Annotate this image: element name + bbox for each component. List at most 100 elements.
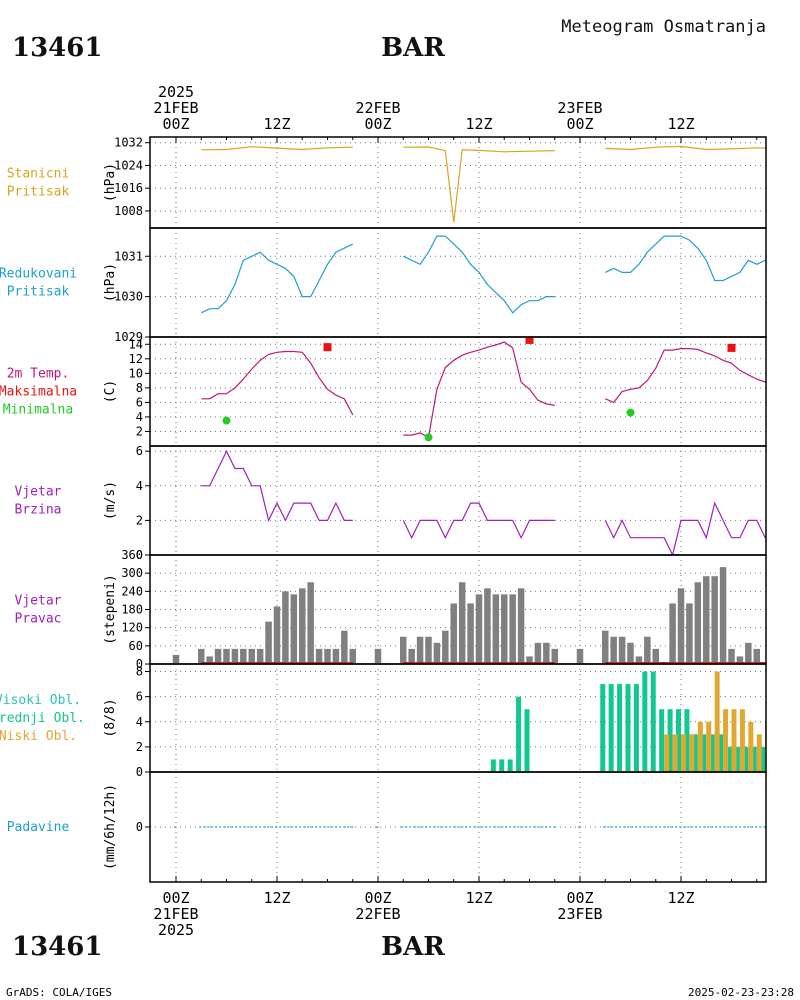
y-tick-label: 0 bbox=[136, 765, 143, 779]
direction-bar bbox=[576, 648, 584, 663]
panel-label-line: Pritisak bbox=[7, 185, 70, 200]
direction-bar bbox=[618, 636, 626, 663]
y-tick-label: 1032 bbox=[114, 136, 143, 150]
direction-bar bbox=[282, 591, 289, 663]
panel-unit-label: (8/8) bbox=[103, 698, 118, 737]
cloud-bar bbox=[516, 696, 522, 772]
direction-bar bbox=[290, 594, 298, 663]
direction-bar bbox=[416, 636, 424, 663]
cloud-bar bbox=[756, 734, 762, 772]
time-tick-label: 12Z bbox=[465, 115, 492, 133]
series-line bbox=[201, 449, 353, 523]
panel-unit-label: (hPa) bbox=[103, 163, 118, 202]
y-tick-label: 1024 bbox=[114, 158, 143, 172]
direction-bar bbox=[324, 648, 331, 663]
y-tick-label: 1016 bbox=[114, 181, 143, 195]
y-tick-label: 1031 bbox=[114, 249, 143, 263]
station-name-bottom: BAR bbox=[381, 932, 445, 962]
direction-bar bbox=[172, 654, 180, 663]
series-line bbox=[403, 146, 555, 223]
time-tick-label: 12Z bbox=[465, 889, 492, 907]
direction-bar bbox=[206, 656, 213, 663]
direction-bar bbox=[652, 648, 659, 663]
panel-label-line: Stanicni bbox=[7, 167, 70, 182]
y-tick-label: 8 bbox=[136, 665, 143, 679]
cloud-bar bbox=[714, 671, 720, 772]
grads-credit: GrADS: COLA/IGES bbox=[6, 986, 112, 999]
direction-bar bbox=[198, 648, 205, 663]
time-tick-label: 00Z bbox=[364, 889, 391, 907]
station-id-bottom: 13461 bbox=[12, 932, 102, 962]
y-tick-label: 4 bbox=[136, 410, 143, 424]
y-tick-label: 4 bbox=[136, 479, 143, 493]
y-tick-label: 12 bbox=[129, 352, 143, 366]
cloud-bar bbox=[739, 709, 745, 772]
direction-bar bbox=[248, 648, 255, 663]
panel-label-line: Redukovani bbox=[0, 267, 77, 282]
series-line bbox=[402, 502, 555, 540]
direction-bar bbox=[433, 642, 441, 663]
direction-bar bbox=[745, 642, 752, 663]
time-tick-label: 00Z bbox=[162, 889, 189, 907]
panel-data bbox=[201, 235, 766, 314]
time-tick-label: 00Z bbox=[566, 115, 593, 133]
direction-bar bbox=[736, 656, 744, 663]
direction-bar bbox=[526, 656, 533, 663]
direction-bar bbox=[425, 636, 432, 663]
cloud-bar bbox=[697, 721, 703, 772]
direction-bar bbox=[475, 594, 483, 663]
y-tick-label: 360 bbox=[121, 548, 143, 562]
cloud-bar bbox=[642, 671, 648, 772]
cloud-bar bbox=[709, 734, 715, 772]
meteogram-panels: 1008 1016 1024 1032 Stanicni Pritisak (hPa) 102… bbox=[0, 136, 767, 883]
direction-bar bbox=[602, 630, 609, 663]
direction-bar bbox=[517, 588, 525, 663]
y-tick-label: 0 bbox=[136, 548, 143, 562]
cloud-bar bbox=[625, 684, 631, 772]
direction-bar bbox=[265, 621, 272, 663]
y-tick-label: 60 bbox=[129, 639, 143, 653]
y-tick-label: 6 bbox=[136, 395, 143, 409]
cloud-bar bbox=[701, 734, 707, 772]
time-tick-label: 21FEB bbox=[153, 99, 198, 117]
series-line bbox=[403, 235, 555, 314]
y-tick-label: 14 bbox=[129, 337, 143, 351]
direction-bar bbox=[450, 603, 457, 663]
panel-label-line: Srednji Obl. bbox=[0, 711, 85, 726]
direction-bar bbox=[400, 636, 407, 663]
panel-wind-direction: 0 60 120 180 240 300 360 Vjetar Pravac (stepeni) bbox=[15, 548, 767, 671]
cloud-bar bbox=[706, 721, 712, 772]
y-tick-label: 0 bbox=[136, 820, 143, 834]
direction-bar bbox=[669, 603, 676, 663]
cloud-bar bbox=[667, 709, 673, 772]
cloud-bar bbox=[734, 746, 740, 772]
y-tick-label: 240 bbox=[121, 584, 143, 598]
time-tick-label: 22FEB bbox=[355, 905, 400, 923]
cloud-bar bbox=[650, 671, 656, 772]
y-tick-label: 1008 bbox=[114, 204, 143, 218]
direction-bar bbox=[644, 636, 651, 663]
y-tick-label: 180 bbox=[121, 603, 143, 617]
direction-bar bbox=[719, 567, 727, 663]
series-line bbox=[201, 350, 354, 416]
direction-bar bbox=[610, 636, 617, 663]
direction-bar bbox=[458, 582, 466, 663]
direction-bar bbox=[299, 588, 306, 663]
station-name-top: BAR bbox=[381, 33, 445, 63]
cloud-bar bbox=[617, 684, 623, 772]
y-tick-label: 1029 bbox=[114, 330, 143, 344]
time-tick-label: 12Z bbox=[263, 115, 290, 133]
direction-bar bbox=[501, 594, 508, 663]
tmin-marker bbox=[626, 408, 635, 417]
direction-bar bbox=[315, 648, 323, 663]
direction-bar bbox=[223, 648, 230, 663]
tmax-marker bbox=[323, 343, 332, 352]
series-line bbox=[201, 243, 354, 314]
direction-bar bbox=[677, 588, 685, 663]
direction-bar bbox=[509, 594, 516, 663]
meteogram-title: Meteogram Osmatranja bbox=[561, 17, 766, 37]
cloud-bar bbox=[507, 759, 513, 772]
cloud-bar bbox=[633, 684, 639, 772]
direction-bar bbox=[627, 642, 634, 663]
direction-bar bbox=[534, 642, 542, 663]
